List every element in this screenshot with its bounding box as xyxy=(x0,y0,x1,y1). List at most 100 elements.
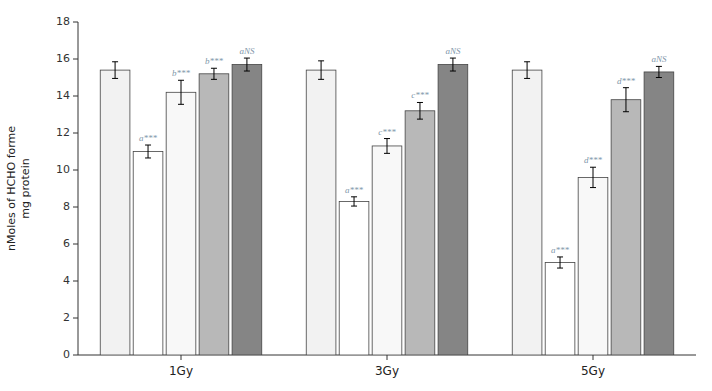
error-bar xyxy=(112,62,118,79)
error-bar-stem xyxy=(148,145,149,158)
error-bar-cap xyxy=(590,167,596,168)
error-bar-cap xyxy=(417,119,423,120)
bar xyxy=(306,70,336,355)
y-tick-label: 4 xyxy=(63,274,70,287)
error-bar-cap xyxy=(590,187,596,188)
x-tick xyxy=(181,355,182,360)
error-bar-cap xyxy=(450,71,456,72)
x-tick-label: 1Gy xyxy=(169,364,193,378)
error-bar-cap xyxy=(244,58,250,59)
series xyxy=(232,58,674,355)
annotation: d*** xyxy=(617,76,636,86)
bar xyxy=(199,74,229,355)
error-bar-stem xyxy=(593,167,594,187)
x-tick xyxy=(593,355,594,360)
bar xyxy=(438,65,468,355)
y-tick xyxy=(73,133,78,134)
error-bar xyxy=(417,102,423,119)
series xyxy=(100,61,542,355)
error-bar-cap xyxy=(623,87,629,88)
error-bar-cap xyxy=(557,256,563,257)
y-axis-label: nMoles of HCHO formemg protein xyxy=(5,126,31,251)
annotation: aNS xyxy=(445,46,461,56)
error-bar xyxy=(384,139,390,154)
bar xyxy=(611,100,641,355)
bar xyxy=(339,201,369,355)
y-tick-label: 14 xyxy=(56,89,70,102)
error-bar-cap xyxy=(656,77,662,78)
error-bar-cap xyxy=(524,78,530,79)
bar xyxy=(512,70,542,355)
error-bar-cap xyxy=(244,71,250,72)
error-bar xyxy=(244,58,250,71)
error-bar xyxy=(211,68,217,79)
y-axis-line xyxy=(78,22,79,355)
bar xyxy=(578,177,608,355)
y-tick-label: 12 xyxy=(56,126,70,139)
error-bar-cap xyxy=(178,80,184,81)
annotation: a*** xyxy=(139,133,158,143)
y-axis: 024681012141618 xyxy=(56,15,78,361)
error-bar-cap xyxy=(211,79,217,80)
error-bar-stem xyxy=(246,58,247,71)
error-bar-cap xyxy=(112,78,118,79)
annotation: c*** xyxy=(411,90,429,100)
annotation: c*** xyxy=(378,127,396,137)
y-tick xyxy=(73,22,78,23)
bar xyxy=(166,92,196,355)
error-bar-stem xyxy=(387,139,388,154)
y-tick xyxy=(73,96,78,97)
y-tick-label: 10 xyxy=(56,163,70,176)
error-bar xyxy=(623,88,629,112)
chart-svg: 024681012141618nMoles of HCHO formemg pr… xyxy=(0,0,712,391)
error-bar-cap xyxy=(351,196,357,197)
error-bar xyxy=(524,62,530,79)
y-tick-label: 2 xyxy=(63,311,70,324)
annotation: b*** xyxy=(172,68,191,78)
x-axis: 1Gy3Gy5Gy xyxy=(78,355,696,378)
error-bar xyxy=(178,80,184,104)
error-bar-cap xyxy=(351,206,357,207)
annotation: aNS xyxy=(651,54,667,64)
error-bar-cap xyxy=(623,111,629,112)
bar xyxy=(545,263,575,356)
error-bar-cap xyxy=(384,138,390,139)
error-bar-cap xyxy=(318,60,324,61)
annotations: a***a***a***b***c***d***b***c***d***aNSa… xyxy=(139,46,667,255)
x-tick-label: 3Gy xyxy=(375,364,399,378)
error-bar-cap xyxy=(524,61,530,62)
error-bar-stem xyxy=(354,197,355,206)
y-tick-label: 0 xyxy=(63,348,70,361)
error-bar-stem xyxy=(321,61,322,80)
y-tick xyxy=(73,355,78,356)
bar xyxy=(100,70,130,355)
error-bar-stem xyxy=(560,257,561,268)
x-tick xyxy=(387,355,388,360)
error-bar xyxy=(145,145,151,158)
error-bar-cap xyxy=(145,157,151,158)
y-tick-label: 18 xyxy=(56,15,70,28)
chart-container: 024681012141618nMoles of HCHO formemg pr… xyxy=(0,0,712,391)
y-tick xyxy=(73,281,78,282)
bar xyxy=(644,72,674,355)
error-bar-stem xyxy=(115,62,116,79)
error-bar-cap xyxy=(450,58,456,59)
error-bar xyxy=(590,167,596,187)
error-bar-cap xyxy=(384,153,390,154)
error-bar xyxy=(351,197,357,206)
bar xyxy=(372,146,402,355)
error-bar-cap xyxy=(318,79,324,80)
bar xyxy=(133,152,163,356)
y-tick xyxy=(73,207,78,208)
error-bar-stem xyxy=(625,88,626,112)
error-bar-stem xyxy=(213,68,214,79)
y-tick xyxy=(73,244,78,245)
page: {"chart_data": {"type": "bar", "categori… xyxy=(0,0,712,391)
annotation: b*** xyxy=(205,56,224,66)
error-bar-cap xyxy=(557,268,563,269)
error-bar-cap xyxy=(417,102,423,103)
annotation: a*** xyxy=(345,185,364,195)
error-bar-cap xyxy=(145,145,151,146)
y-tick xyxy=(73,318,78,319)
error-bar-stem xyxy=(181,80,182,104)
